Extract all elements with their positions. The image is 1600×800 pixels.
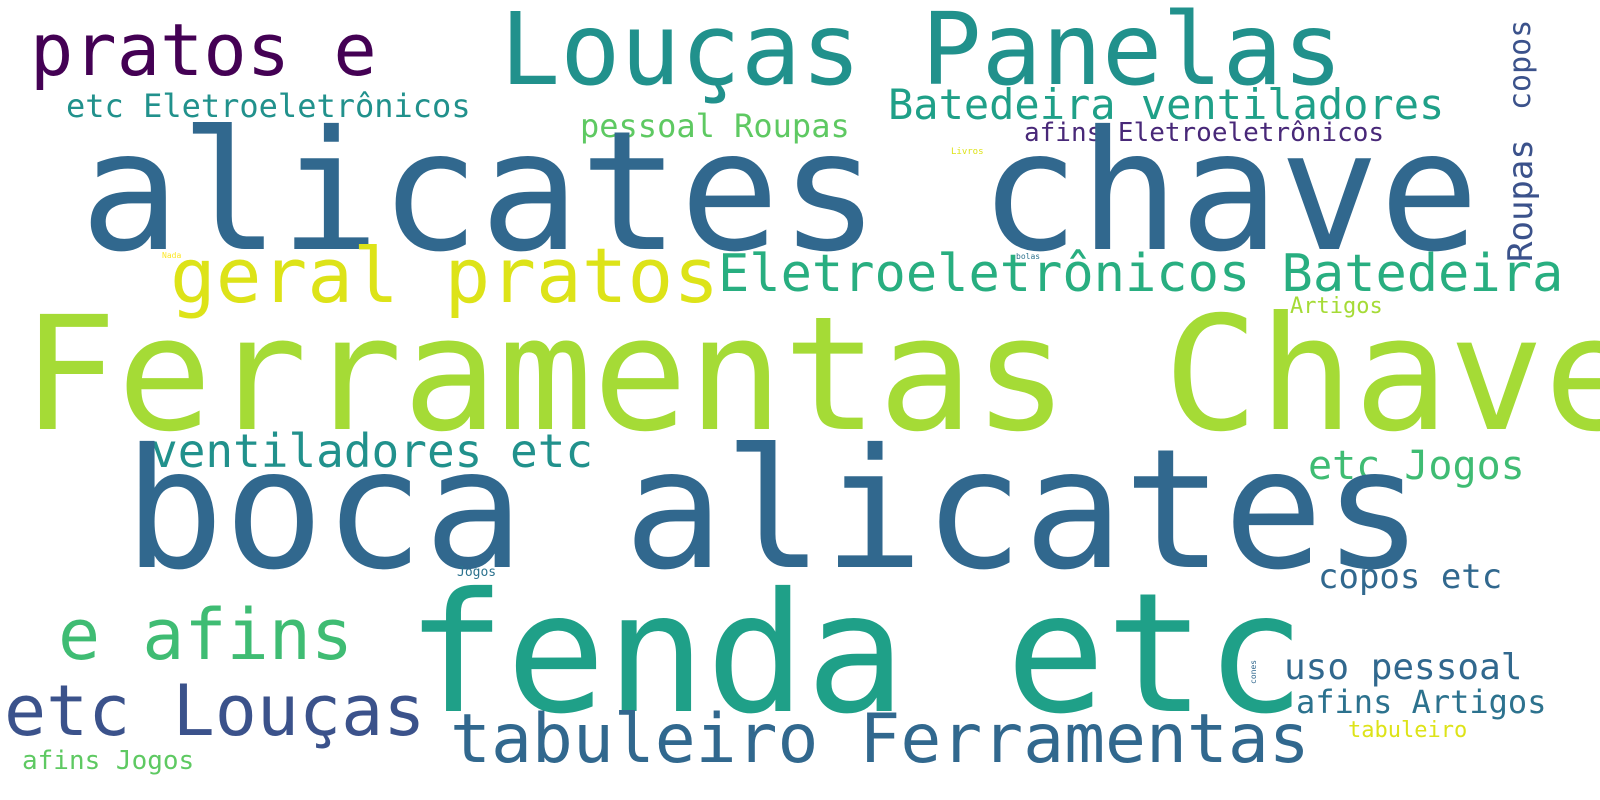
word-e-afins: e afins <box>58 594 354 676</box>
word-pessoal-roupas: pessoal Roupas <box>580 107 850 145</box>
word-livros: Livros <box>951 147 984 157</box>
word-fenda-etc: fenda etc <box>406 558 1306 751</box>
word-ferramentas-chave: Ferramentas Chave <box>22 283 1600 467</box>
word-etc-jogos: etc Jogos <box>1308 443 1525 489</box>
word-afins-eletroeletronicos: afins Eletroeletrônicos <box>1024 118 1385 148</box>
word-boca-alicates: boca alicates <box>124 414 1424 607</box>
word-etc-loucas: etc Louças <box>4 670 426 752</box>
word-cones-vertical: cones <box>1249 659 1258 684</box>
word-tabuleiro-ferramentas: tabuleiro Ferramentas <box>450 700 1310 779</box>
word-geral-pratos: geral pratos <box>170 231 720 320</box>
word-afins-artigos: afins Artigos <box>1296 683 1547 721</box>
word-bolas: bolas <box>1016 252 1041 261</box>
word-jogos: Jogos <box>457 565 497 580</box>
word-copos-etc: copos etc <box>1318 557 1503 597</box>
word-batedeira-ventiladores: Batedeira ventiladores <box>888 80 1445 129</box>
word-afins-jogos: afins Jogos <box>22 746 195 776</box>
word-artigos: Artigos <box>1290 294 1383 319</box>
word-etc-eletroeletronicos: etc Eletroeletrônicos <box>66 87 471 125</box>
word-loucas-panelas: Louças Panelas <box>500 0 1343 108</box>
word-tabuleiro: tabuleiro <box>1348 718 1468 743</box>
word-uso-pessoal: uso pessoal <box>1284 647 1523 688</box>
word-eletroeletronicos-batedeira: Eletroeletrônicos Batedeira <box>718 244 1564 304</box>
word-copos-vertical: copos <box>1503 19 1538 110</box>
word-pratos-e: pratos e <box>30 8 377 92</box>
word-ventiladores-etc: ventiladores etc <box>150 424 594 478</box>
word-nada: Nada <box>162 251 182 260</box>
word-alicates-chave: alicates chave <box>80 96 1480 289</box>
